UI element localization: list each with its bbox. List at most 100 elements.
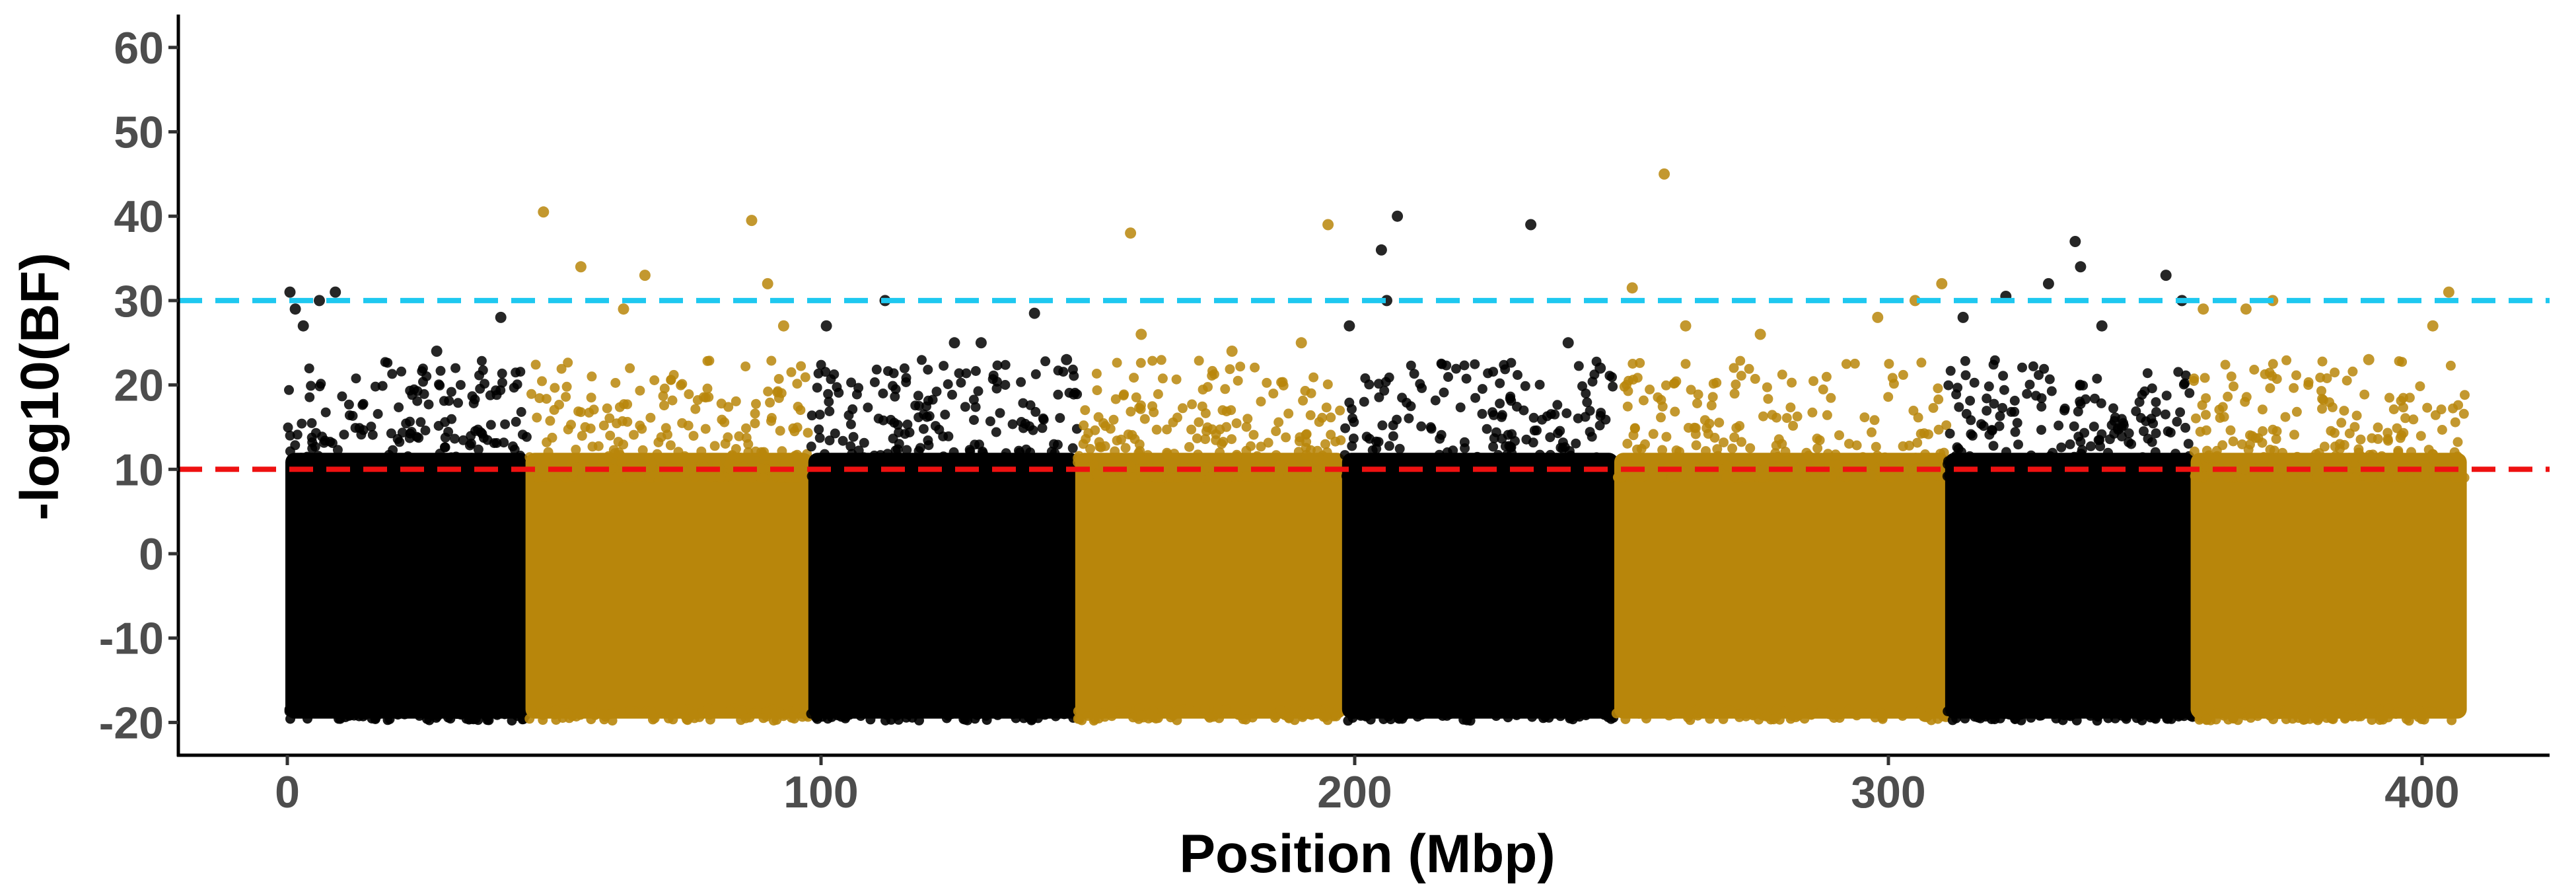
snp-point <box>2420 460 2431 470</box>
snp-point <box>2046 455 2057 466</box>
outlier-point <box>314 295 325 307</box>
snp-point <box>886 414 896 425</box>
snp-point <box>1375 708 1386 719</box>
snp-point <box>1308 372 1319 383</box>
snp-point <box>2219 412 2229 422</box>
snp-point <box>890 384 901 394</box>
snp-point <box>1349 455 1360 465</box>
snp-point <box>2229 381 2238 392</box>
snp-point <box>1118 390 1129 401</box>
snp-point <box>2289 383 2299 393</box>
snp-point <box>1477 384 1487 394</box>
snp-point <box>467 391 478 402</box>
snp-point <box>356 429 367 440</box>
snp-point <box>1202 422 1213 433</box>
snp-point <box>1622 439 1633 449</box>
snp-point <box>1340 450 1350 461</box>
snp-point <box>1157 373 1168 384</box>
snp-point <box>1293 447 1304 457</box>
snp-point <box>2180 378 2190 389</box>
snp-point <box>1803 450 1814 461</box>
snp-point <box>2396 430 2407 441</box>
snp-point <box>2173 367 2184 377</box>
snp-point <box>1994 472 2005 483</box>
snp-point <box>413 433 424 443</box>
snp-point <box>758 472 768 483</box>
snp-point <box>2116 414 2127 424</box>
snp-point <box>512 379 522 390</box>
snp-point <box>1442 710 1452 721</box>
snp-point <box>2299 704 2309 715</box>
snp-point <box>1966 429 1976 439</box>
snp-point <box>403 451 413 461</box>
snp-point <box>405 385 415 396</box>
snp-point <box>1661 431 1672 442</box>
snp-point <box>1187 399 1198 410</box>
snp-point <box>500 419 511 429</box>
snp-point <box>2277 447 2288 458</box>
snp-point <box>1133 448 1144 459</box>
snp-point <box>1135 357 1146 368</box>
snp-point <box>2057 715 2068 725</box>
snp-point <box>1017 703 1028 714</box>
snp-point <box>1283 408 1294 419</box>
snp-point <box>382 705 392 716</box>
snp-point <box>2089 472 2099 483</box>
snp-point <box>1500 364 1511 375</box>
snp-point <box>1496 706 1507 717</box>
snp-point <box>832 470 842 481</box>
snp-point <box>1812 443 1823 453</box>
snp-point <box>1147 355 1158 366</box>
snp-point <box>563 357 573 368</box>
snp-point <box>2303 472 2314 483</box>
snp-point <box>2173 472 2184 483</box>
snp-point <box>786 367 797 377</box>
snp-point <box>2377 451 2387 461</box>
outlier-point <box>538 206 550 218</box>
snp-point <box>1969 377 1980 388</box>
snp-point <box>2222 472 2233 482</box>
snp-point <box>1770 470 1780 481</box>
snp-point <box>622 399 633 410</box>
snp-point <box>1552 400 1563 410</box>
snp-point <box>2183 439 2194 449</box>
snp-point <box>377 381 388 391</box>
snp-point <box>1335 405 1345 416</box>
snp-point <box>1347 441 1357 451</box>
snp-point <box>1915 429 1926 439</box>
snp-point <box>878 415 888 426</box>
snp-point <box>396 366 407 377</box>
snp-point <box>593 441 604 451</box>
snp-point <box>2147 437 2157 447</box>
snp-point <box>382 453 393 463</box>
snp-point <box>688 709 699 720</box>
snp-point <box>449 433 460 444</box>
snp-point <box>2109 428 2120 439</box>
snp-point <box>2001 447 2011 457</box>
snp-point <box>2268 359 2278 369</box>
snp-point <box>1000 359 1011 370</box>
snp-point <box>1273 470 1284 481</box>
snp-point <box>2013 456 2024 466</box>
snp-point <box>973 386 984 396</box>
snp-point <box>741 433 752 443</box>
x-axis-title: Position (Mbp) <box>1179 824 1555 884</box>
snp-point <box>303 714 312 724</box>
snp-point <box>1314 468 1325 479</box>
snp-point <box>473 424 483 435</box>
outlier-point <box>762 278 773 289</box>
snp-point <box>1830 449 1841 460</box>
outlier-point <box>495 311 507 323</box>
snp-point <box>1736 437 1746 447</box>
snp-point <box>820 367 831 377</box>
snp-point <box>2317 394 2328 404</box>
snp-point <box>1729 363 1739 373</box>
snp-point <box>863 402 873 413</box>
snp-point <box>1933 394 1944 404</box>
snp-point <box>1788 420 1799 431</box>
snp-point <box>1019 713 1029 724</box>
snp-point <box>1719 437 1729 448</box>
snp-point <box>2024 379 2035 390</box>
snp-point <box>2265 445 2275 455</box>
snp-point <box>2092 373 2102 384</box>
